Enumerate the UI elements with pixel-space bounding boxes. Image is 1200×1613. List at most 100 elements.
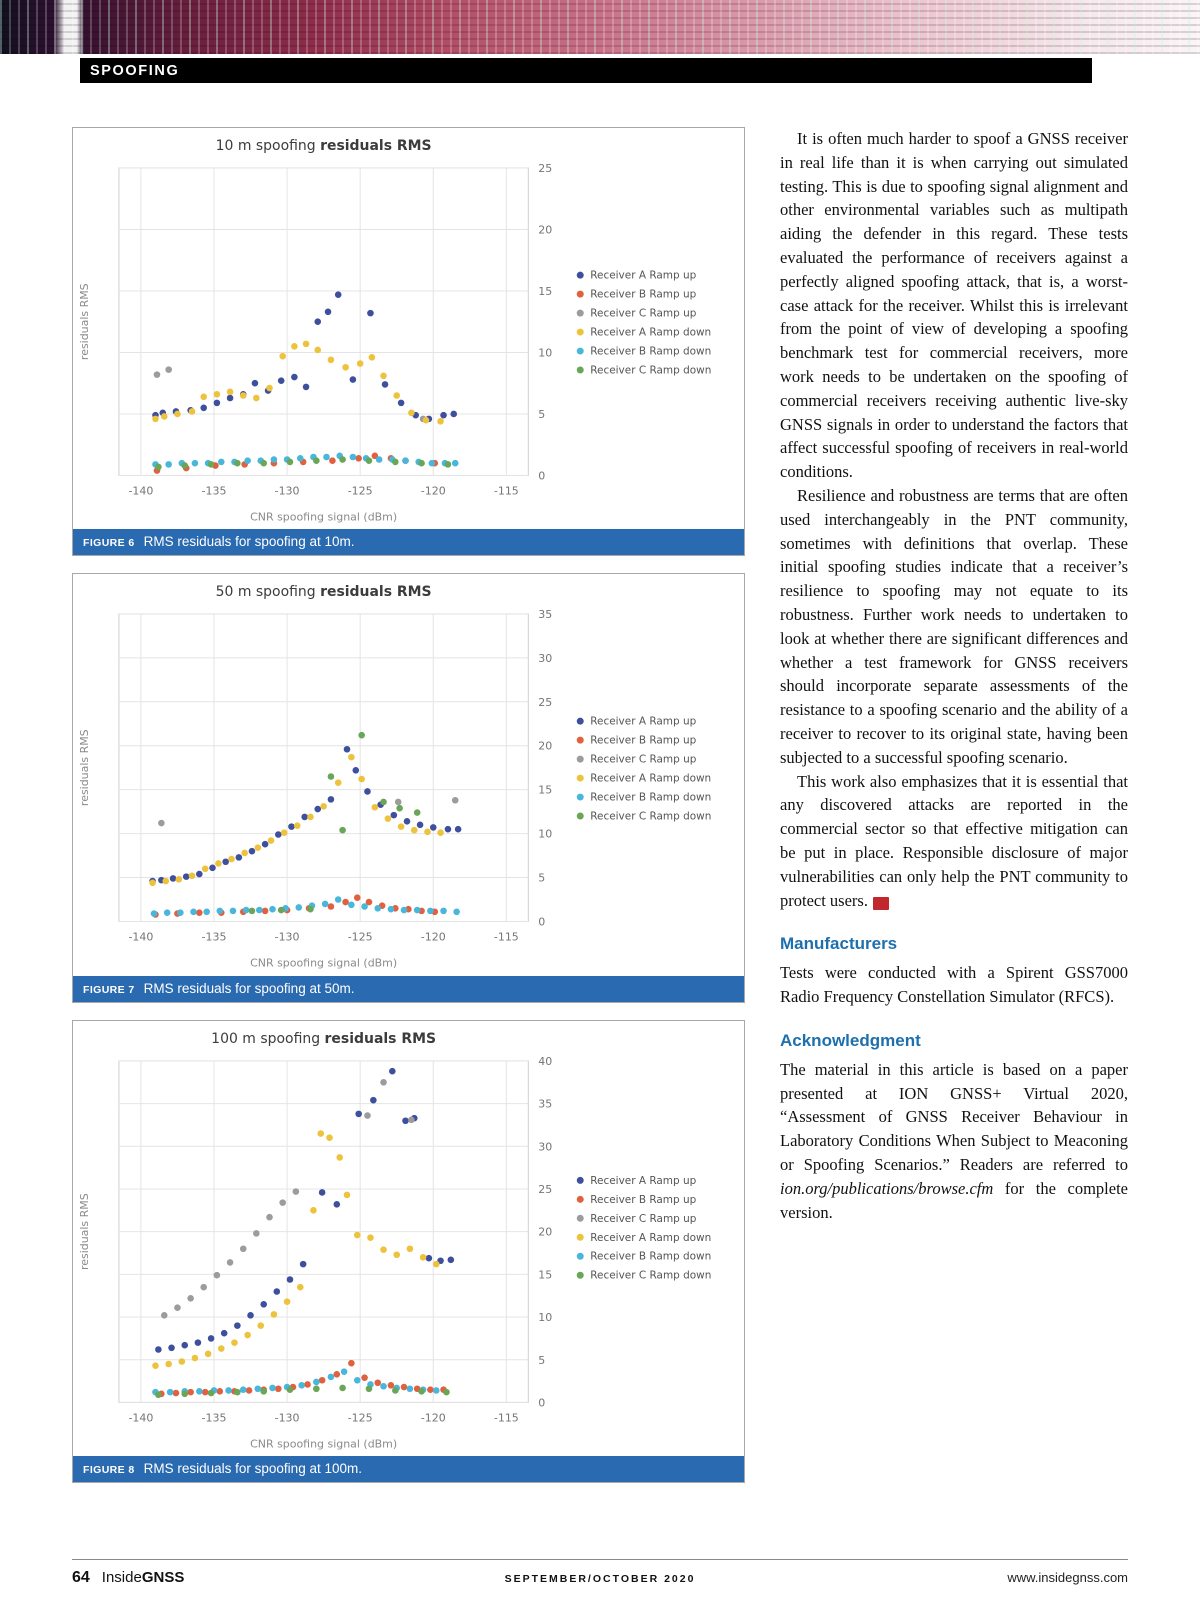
page-number: 64 — [72, 1569, 90, 1586]
article-paragraph-2: Resilience and robustness are terms that… — [780, 485, 1128, 767]
article-column: It is often much harder to spoof a GNSS … — [780, 127, 1128, 1500]
svg-text:-125: -125 — [348, 931, 373, 944]
svg-text:-115: -115 — [494, 1411, 519, 1424]
scatter-chart-svg: -140 -135 -130 -125 -120 -115 0 5 10 15 20 25 30 35 50… — [78, 584, 711, 970]
svg-text:-115: -115 — [494, 484, 519, 497]
svg-text:-130: -130 — [275, 1411, 300, 1424]
svg-text:100 m spoofing residuals RMS: 100 m spoofing residuals RMS — [211, 1031, 436, 1047]
figure-label: FIGURE 6 — [83, 537, 135, 550]
issue-date: SEPTEMBER/OCTOBER 2020 — [504, 1573, 696, 1585]
svg-text:5: 5 — [538, 408, 545, 421]
svg-text:Receiver A Ramp down: Receiver A Ramp down — [590, 773, 711, 785]
figure-7-caption: FIGURE 7 RMS residuals for spoofing at 5… — [73, 975, 744, 1002]
svg-text:50 m spoofing residuals RMS: 50 m spoofing residuals RMS — [216, 584, 432, 600]
svg-text:25: 25 — [538, 1183, 552, 1196]
svg-text:Receiver A Ramp down: Receiver A Ramp down — [590, 327, 711, 339]
svg-text:-125: -125 — [348, 1411, 373, 1424]
svg-text:-140: -140 — [128, 484, 153, 497]
footer-left: 64 InsideGNSS — [72, 1569, 505, 1587]
svg-text:10: 10 — [538, 828, 552, 841]
scatter-chart-svg: -140 -135 -130 -125 -120 -115 0 5 10 15 20 25 30 35 40… — [78, 1031, 711, 1450]
svg-text:30: 30 — [538, 1140, 552, 1153]
svg-text:Receiver B Ramp down: Receiver B Ramp down — [590, 346, 711, 358]
chart-10m: -140 -135 -130 -125 -120 -115 0 5 10 15 20 25 10 m s… — [73, 128, 744, 529]
acknowledgment-paragraph: The material in this article is based on… — [780, 1058, 1128, 1225]
svg-text:-130: -130 — [275, 931, 300, 944]
svg-text:Receiver C Ramp up: Receiver C Ramp up — [590, 1213, 697, 1225]
figure-6-caption: FIGURE 6 RMS residuals for spoofing at 1… — [73, 529, 744, 556]
svg-text:-135: -135 — [202, 931, 227, 944]
page-content: -140 -135 -130 -125 -120 -115 0 5 10 15 20 25 10 m s… — [0, 83, 1200, 1500]
svg-text:residuals RMS: residuals RMS — [78, 283, 91, 360]
svg-text:10 m spoofing residuals RMS: 10 m spoofing residuals RMS — [216, 138, 432, 154]
svg-text:-135: -135 — [202, 484, 227, 497]
svg-text:Receiver A Ramp up: Receiver A Ramp up — [590, 270, 696, 282]
svg-text:10: 10 — [538, 1311, 552, 1324]
svg-text:Receiver B Ramp up: Receiver B Ramp up — [590, 289, 696, 301]
svg-text:Receiver B Ramp up: Receiver B Ramp up — [590, 735, 696, 747]
svg-text:-135: -135 — [202, 1411, 227, 1424]
svg-text:Receiver C Ramp down: Receiver C Ramp down — [590, 365, 711, 377]
svg-text:Receiver A Ramp down: Receiver A Ramp down — [590, 1232, 711, 1244]
article-paragraph-3: This work also emphasizes that it is ess… — [780, 770, 1128, 913]
svg-text:Receiver C Ramp up: Receiver C Ramp up — [590, 754, 697, 766]
svg-text:-140: -140 — [128, 931, 153, 944]
paragraph-text: This work also emphasizes that it is ess… — [780, 771, 1128, 910]
svg-text:-125: -125 — [348, 484, 373, 497]
figure-7: -140 -135 -130 -125 -120 -115 0 5 10 15 20 25 30 35 50… — [72, 573, 745, 1003]
svg-text:20: 20 — [538, 1225, 552, 1238]
figure-caption-text: RMS residuals for spoofing at 100m. — [143, 1461, 362, 1477]
manufacturers-heading: Manufacturers — [780, 934, 898, 954]
acknowledgment-text: The material in this article is based on… — [780, 1059, 1128, 1175]
svg-text:CNR spoofing signal (dBm): CNR spoofing signal (dBm) — [250, 510, 397, 523]
svg-text:CNR spoofing signal (dBm): CNR spoofing signal (dBm) — [250, 1437, 397, 1450]
figure-label: FIGURE 8 — [83, 1464, 135, 1477]
section-header: SPOOFING — [80, 58, 1092, 83]
figure-8: -140 -135 -130 -125 -120 -115 0 5 10 15 20 25 30 35 40… — [72, 1019, 745, 1484]
svg-text:residuals RMS: residuals RMS — [78, 1193, 91, 1270]
svg-text:0: 0 — [538, 1396, 545, 1409]
magazine-brand: InsideGNSS — [102, 1569, 185, 1586]
svg-text:20: 20 — [538, 223, 552, 236]
svg-text:0: 0 — [538, 469, 545, 482]
svg-text:Receiver C Ramp down: Receiver C Ramp down — [590, 1269, 711, 1281]
ig-end-mark-icon: IG — [872, 896, 899, 910]
svg-text:-130: -130 — [275, 484, 300, 497]
svg-text:0: 0 — [538, 916, 545, 929]
svg-text:residuals RMS: residuals RMS — [78, 730, 91, 807]
chart-50m: -140 -135 -130 -125 -120 -115 0 5 10 15 20 25 30 35 50… — [73, 574, 744, 975]
svg-text:Receiver B Ramp down: Receiver B Ramp down — [590, 792, 711, 804]
acknowledgment-text-end: for the complete version. — [780, 1178, 1128, 1222]
page-footer: 64 InsideGNSS SEPTEMBER/OCTOBER 2020 www… — [72, 1559, 1128, 1587]
svg-text:40: 40 — [538, 1055, 552, 1068]
svg-text:Receiver B Ramp down: Receiver B Ramp down — [590, 1251, 711, 1263]
svg-text:-120: -120 — [421, 484, 446, 497]
svg-text:15: 15 — [538, 784, 552, 797]
svg-text:-140: -140 — [128, 1411, 153, 1424]
svg-text:35: 35 — [538, 1097, 552, 1110]
svg-text:Receiver C Ramp down: Receiver C Ramp down — [590, 811, 711, 823]
figure-caption-text: RMS residuals for spoofing at 10m. — [143, 534, 355, 550]
svg-text:-120: -120 — [421, 931, 446, 944]
svg-text:15: 15 — [538, 1268, 552, 1281]
brand-gnss: GNSS — [141, 1569, 185, 1586]
svg-text:Receiver B Ramp up: Receiver B Ramp up — [590, 1194, 696, 1206]
manufacturers-paragraph: Tests were conducted with a Spirent GSS7… — [780, 963, 1128, 1007]
figure-6: -140 -135 -130 -125 -120 -115 0 5 10 15 20 25 10 m s… — [72, 127, 745, 557]
acknowledgment-heading: Acknowledgment — [780, 1030, 921, 1050]
svg-text:20: 20 — [538, 740, 552, 753]
figure-label: FIGURE 7 — [83, 983, 135, 996]
publication-link: ion.org/publications/browse.cfm — [780, 1178, 994, 1198]
svg-text:-115: -115 — [494, 931, 519, 944]
brand-inside: Inside — [101, 1569, 142, 1586]
svg-text:Receiver A Ramp up: Receiver A Ramp up — [590, 716, 696, 728]
svg-text:CNR spoofing signal (dBm): CNR spoofing signal (dBm) — [250, 957, 397, 970]
article-paragraph-1: It is often much harder to spoof a GNSS … — [780, 129, 1128, 482]
svg-text:Receiver C Ramp up: Receiver C Ramp up — [590, 308, 697, 320]
svg-text:15: 15 — [538, 285, 552, 298]
svg-text:35: 35 — [538, 608, 552, 621]
svg-text:25: 25 — [538, 162, 552, 175]
section-label: SPOOFING — [90, 62, 180, 79]
figure-caption-text: RMS residuals for spoofing at 50m. — [143, 980, 355, 996]
